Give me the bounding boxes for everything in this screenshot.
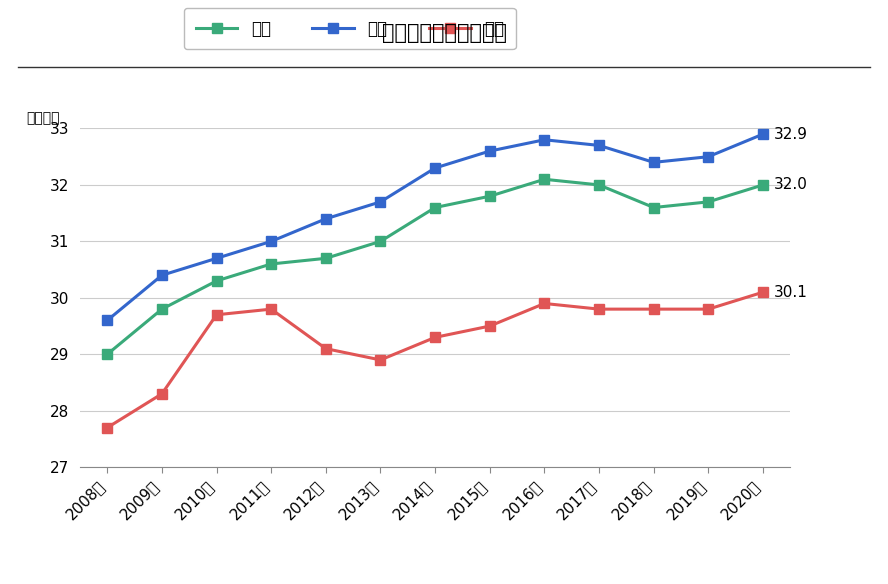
全体 [375,238,385,245]
Legend: 全体, 男性, 女性: 全体, 男性, 女性 [184,8,516,50]
女性 [539,300,550,307]
男性 [594,142,605,149]
全体 [594,182,605,189]
男性 [539,136,550,143]
女性 [156,390,167,397]
男性 [102,317,113,324]
女性 [430,334,440,341]
女性 [757,288,768,296]
Text: 30.1: 30.1 [774,284,808,300]
男性 [648,159,659,166]
全体 [321,255,331,262]
全体 [539,176,550,183]
女性 [321,345,331,352]
Line: 全体: 全体 [102,175,768,359]
女性 [266,305,276,312]
全体 [266,260,276,267]
男性 [757,131,768,138]
Text: 32.9: 32.9 [774,127,808,142]
男性 [485,148,496,155]
女性 [211,311,222,318]
男性 [321,215,331,223]
女性 [102,424,113,431]
男性 [375,199,385,206]
男性 [266,238,276,245]
全体 [211,277,222,284]
女性 [648,305,659,312]
Text: 転職成功者の平均年齢: 転職成功者の平均年齢 [382,23,506,43]
全体 [485,193,496,200]
Text: （年齢）: （年齢） [27,111,60,125]
全体 [757,182,768,189]
女性 [703,305,714,312]
全体 [648,204,659,211]
男性 [211,255,222,262]
女性 [594,305,605,312]
Line: 女性: 女性 [102,287,768,433]
男性 [156,272,167,279]
全体 [156,305,167,312]
男性 [430,165,440,172]
全体 [703,199,714,206]
Text: 32.0: 32.0 [774,178,808,193]
Line: 男性: 男性 [102,129,768,325]
女性 [485,322,496,329]
男性 [703,153,714,160]
全体 [430,204,440,211]
女性 [375,356,385,363]
全体 [102,351,113,358]
